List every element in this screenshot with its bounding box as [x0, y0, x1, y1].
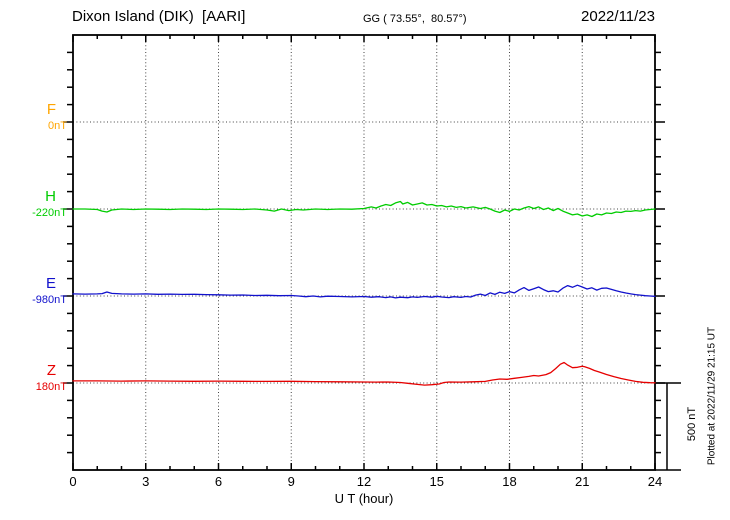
- x-tick-label-0: 0: [69, 474, 77, 489]
- plotted-timestamp-note: Plotted at 2022/11/29 21:15 UT: [706, 326, 718, 466]
- component-letter-E: E: [45, 275, 56, 292]
- component-label-E: E -980nT: [0, 276, 69, 306]
- trace-H: [72, 200, 656, 218]
- trace-Z: [72, 361, 656, 386]
- station-title: Dixon Island (DIK) [AARI]: [72, 8, 246, 25]
- x-tick-label-18: 18: [502, 474, 517, 489]
- component-baseline-value-H: -220nT: [32, 207, 67, 219]
- component-baseline-value-F: 0nT: [48, 120, 67, 132]
- x-axis-title: U T (hour): [334, 491, 394, 506]
- observation-date: 2022/11/23: [581, 8, 655, 25]
- x-tick-label-3: 3: [142, 474, 150, 489]
- component-label-F: F 0nT: [0, 102, 69, 132]
- component-letter-Z: Z: [46, 362, 56, 379]
- x-tick-label-15: 15: [429, 474, 444, 489]
- component-label-H: H -220nT: [0, 189, 69, 219]
- x-tick-label-9: 9: [287, 474, 295, 489]
- scale-bar-label: 500 nT: [686, 406, 698, 442]
- component-baseline-value-E: -980nT: [32, 294, 67, 306]
- component-label-Z: Z 180nT: [0, 363, 69, 393]
- x-tick-label-21: 21: [575, 474, 590, 489]
- component-letter-H: H: [45, 188, 56, 205]
- component-baseline-value-Z: 180nT: [35, 381, 67, 393]
- x-tick-label-6: 6: [214, 474, 223, 489]
- component-letter-F: F: [46, 101, 56, 118]
- geographic-coordinates: GG ( 73.55°, 80.57°): [363, 13, 467, 25]
- x-tick-label-24: 24: [647, 474, 663, 489]
- trace-E: [72, 284, 656, 299]
- x-tick-label-12: 12: [356, 474, 372, 489]
